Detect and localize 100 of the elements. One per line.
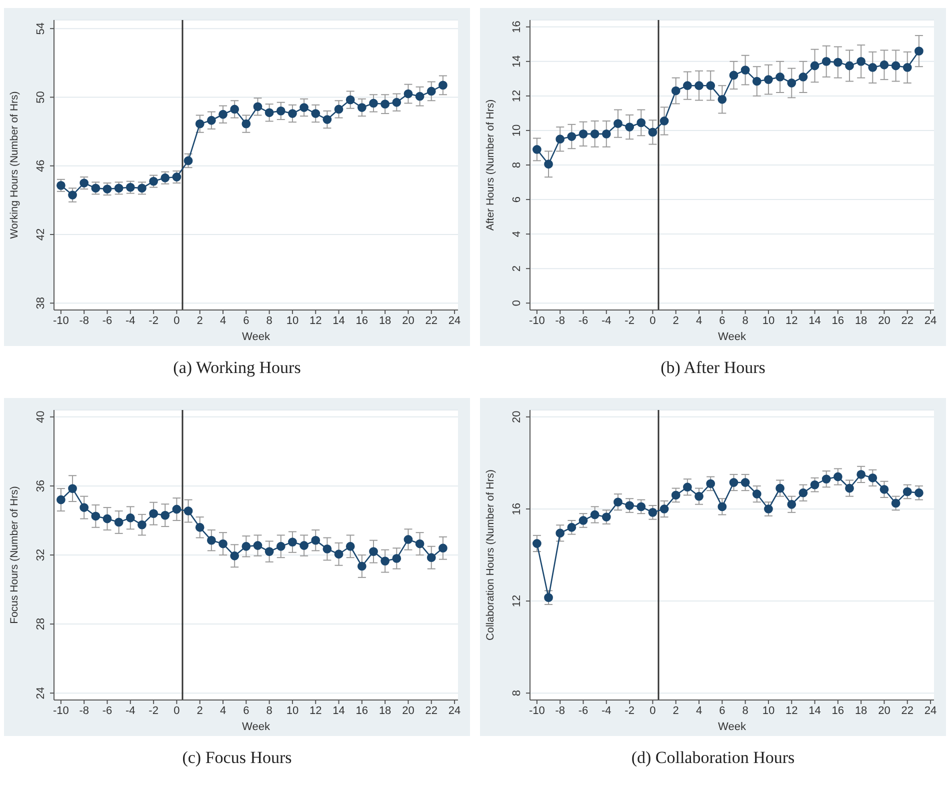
x-tick-label: 14 (808, 314, 821, 327)
point (764, 75, 773, 84)
point (172, 504, 182, 514)
y-axis-title: After Hours (Number of Hrs) (484, 99, 497, 231)
point (206, 116, 216, 125)
y-tick-label: 32 (35, 548, 47, 562)
point (798, 488, 808, 498)
x-tick-label: 6 (719, 704, 726, 717)
y-tick-label: 8 (511, 162, 523, 168)
text: (d) Collaboration Hours (630, 748, 796, 768)
x-tick-label: -6 (578, 314, 588, 327)
point (902, 487, 912, 496)
x-tick-label: 24 (448, 704, 461, 717)
point (357, 562, 366, 571)
y-tick-label: 24 (35, 686, 47, 700)
x-tick-label: 18 (378, 314, 392, 327)
y-tick-label: 12 (511, 594, 523, 608)
point (845, 484, 854, 493)
point (404, 89, 413, 98)
point (276, 542, 286, 551)
point (172, 172, 182, 182)
point (833, 472, 842, 482)
x-tick-label: 14 (332, 704, 345, 717)
y-tick-label: 2 (511, 266, 523, 272)
x-tick-label: -10 (52, 704, 69, 717)
point (392, 554, 402, 563)
point (752, 76, 762, 86)
point (91, 512, 100, 521)
point (369, 547, 378, 556)
x-tick-label: 12 (785, 704, 798, 717)
point (438, 80, 448, 90)
x-tick-label: 6 (243, 314, 250, 327)
point (68, 190, 77, 200)
x-tick-label: 24 (924, 314, 937, 327)
x-tick-label: 2 (672, 704, 679, 717)
point (787, 500, 796, 509)
point (625, 122, 634, 132)
point (426, 86, 436, 96)
point (334, 104, 344, 114)
x-tick-label: -2 (624, 704, 634, 717)
x-tick-label: 22 (425, 314, 438, 327)
point (138, 520, 146, 530)
point (160, 510, 170, 520)
point (556, 134, 565, 144)
x-axis-title: Week (242, 331, 270, 343)
x-tick-label: 18 (854, 704, 868, 717)
y-tick-label: 10 (511, 124, 523, 137)
point (264, 108, 274, 118)
point (357, 103, 366, 112)
y-tick-label: 38 (35, 297, 47, 310)
x-tick-label: -8 (79, 704, 89, 717)
x-tick-label: 16 (356, 314, 368, 327)
point (636, 118, 646, 128)
point (184, 506, 193, 516)
point (195, 522, 204, 532)
point (438, 544, 448, 553)
y-tick-label: 8 (511, 690, 523, 696)
point (380, 556, 390, 566)
y-tick-label: 46 (35, 160, 47, 172)
point (740, 478, 750, 487)
x-tick-label: 6 (719, 314, 726, 327)
point (822, 56, 831, 66)
point (369, 98, 378, 108)
x-tick-label: 22 (425, 704, 438, 717)
point (636, 502, 646, 512)
point (822, 474, 831, 484)
point (346, 542, 355, 551)
x-tick-label: 8 (266, 704, 272, 717)
point (80, 178, 89, 188)
point (718, 94, 727, 104)
point (288, 109, 297, 118)
x-tick-label: 2 (196, 314, 203, 327)
point (718, 502, 727, 512)
x-tick-label: -4 (126, 314, 136, 327)
point (902, 63, 912, 72)
point (184, 156, 193, 166)
point (798, 72, 808, 82)
point (625, 501, 634, 510)
point (346, 95, 355, 104)
y-tick-label: 42 (35, 228, 47, 241)
x-tick-label: 12 (785, 314, 798, 327)
x-tick-label: 0 (174, 314, 180, 327)
y-tick-label: 0 (511, 300, 523, 306)
y-tick-label: 16 (511, 502, 523, 516)
point (787, 78, 796, 88)
x-tick-label: 4 (696, 704, 702, 717)
point (833, 58, 842, 67)
x-tick-label: -10 (52, 314, 69, 327)
point (776, 484, 784, 493)
x-axis-title: Week (718, 331, 746, 343)
point (56, 180, 66, 190)
point (868, 473, 878, 482)
x-tick-label: 0 (174, 704, 180, 717)
x-tick-label: -2 (624, 314, 634, 327)
x-tick-label: -4 (602, 314, 612, 327)
y-axis-title: Working Hours (Number of Hrs) (8, 91, 21, 239)
point (694, 492, 704, 501)
point (578, 516, 588, 525)
point (740, 66, 750, 75)
y-tick-label: 12 (511, 90, 523, 102)
